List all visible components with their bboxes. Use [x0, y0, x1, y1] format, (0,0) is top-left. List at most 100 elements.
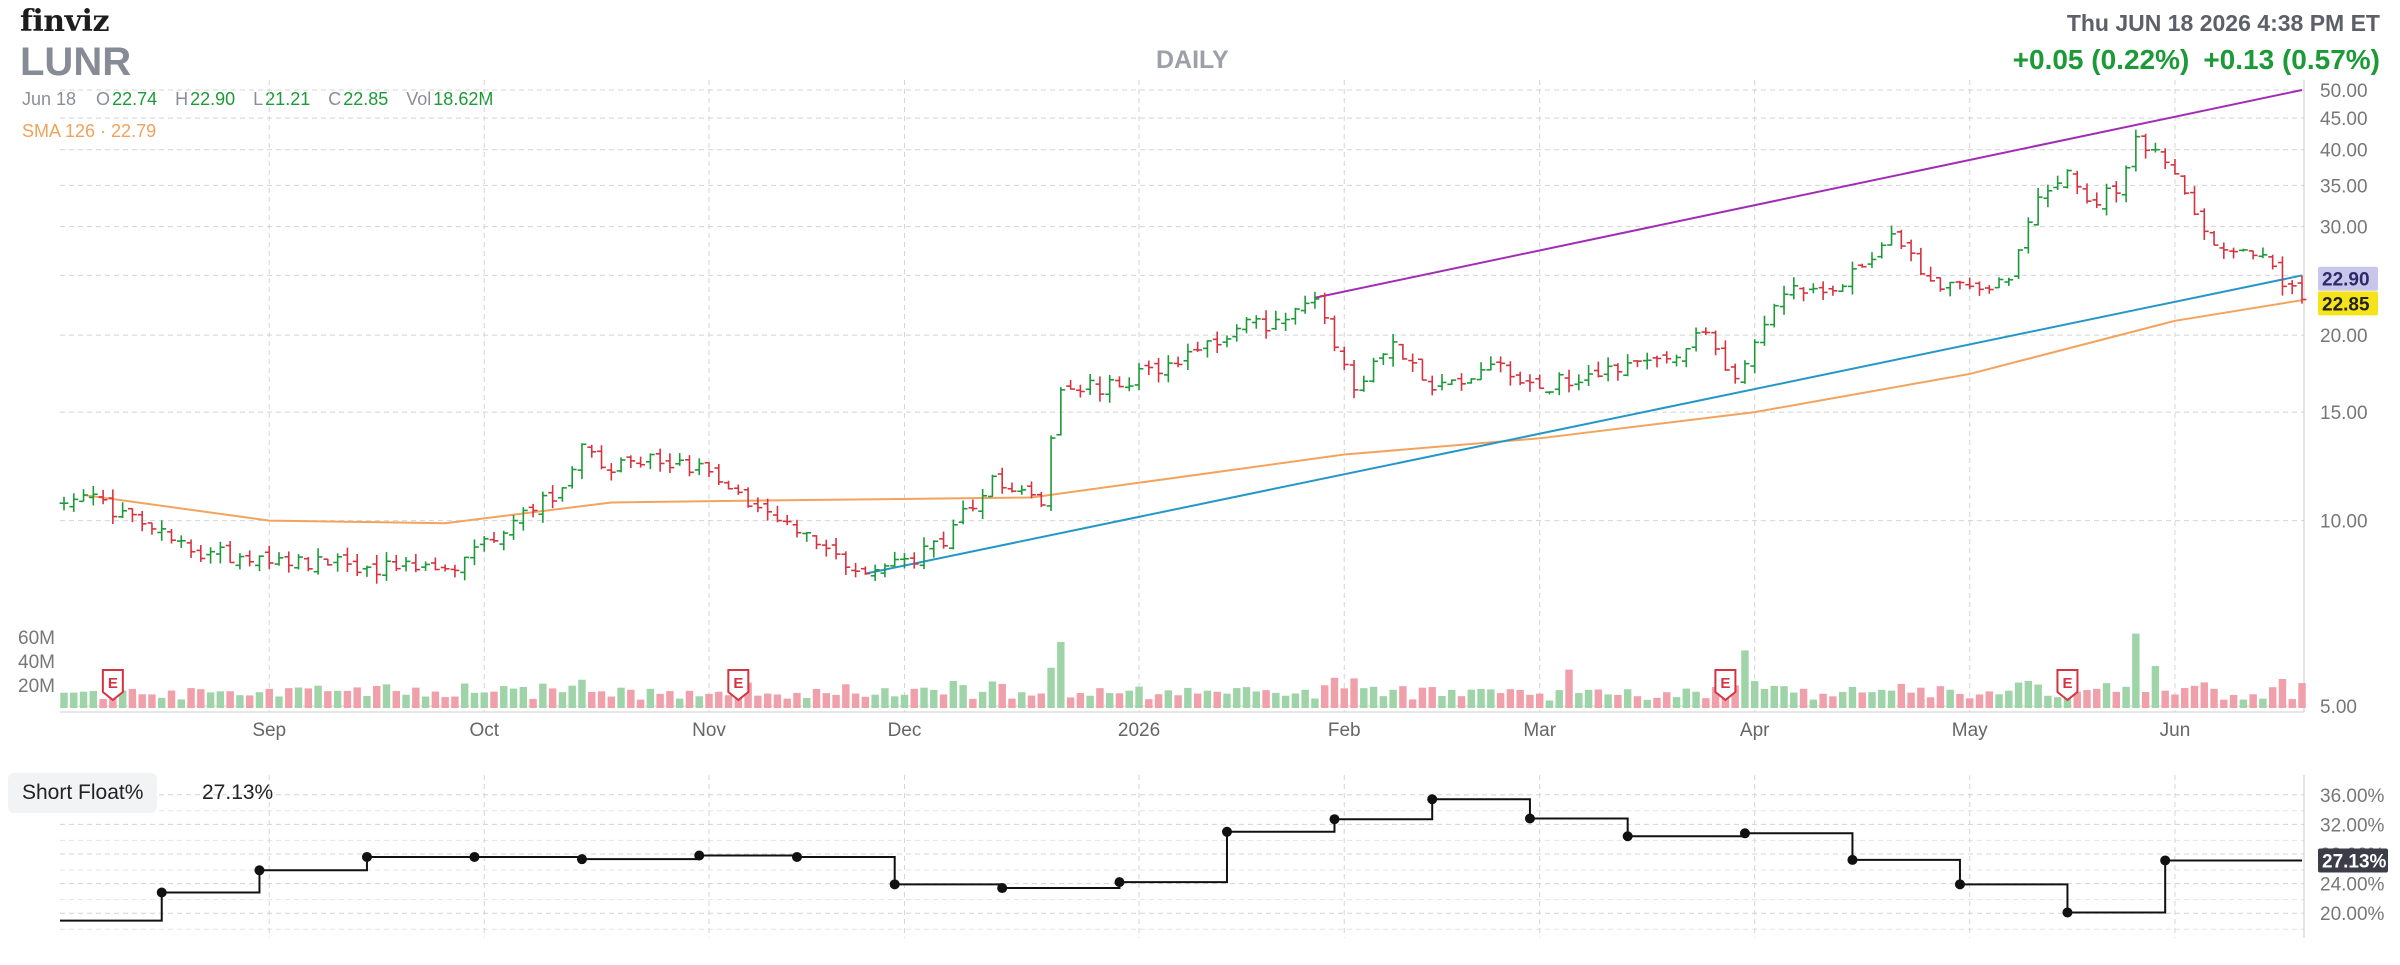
earnings-marker-label: E: [2062, 675, 2072, 692]
volume-bar: [1379, 696, 1388, 708]
ohlc-bar: [860, 566, 870, 575]
ohlc-bar: [1418, 358, 1427, 381]
ohlc-bar: [1720, 340, 1730, 371]
volume-bar: [304, 688, 313, 708]
ohlc-bar: [225, 541, 235, 564]
ohlc-bar: [1095, 376, 1105, 402]
ohlc-bar: [1994, 277, 2004, 289]
ohlc-bar: [1212, 331, 1222, 353]
volume-bar: [1829, 696, 1837, 708]
earnings-marker: E: [101, 669, 124, 702]
ohlc-bar: [470, 539, 479, 566]
volume-bar: [1790, 692, 1798, 708]
ohlc-bar: [939, 531, 948, 549]
volume-bar: [666, 691, 674, 708]
short-float-point: [889, 879, 900, 890]
volume-bar: [2268, 687, 2277, 708]
earnings-marker-label: E: [733, 675, 743, 692]
ohlc-bar: [1975, 281, 1984, 296]
volume-bar: [1242, 687, 1251, 708]
volume-tick-label: 40M: [18, 652, 55, 673]
ohlc-bar: [2043, 184, 2053, 208]
volume-bar: [1164, 690, 1173, 708]
ohlc-bar: [1281, 312, 1291, 331]
ohlc-bar: [821, 539, 831, 557]
ohlc-bar: [841, 551, 851, 576]
volume-bar: [1799, 688, 1808, 708]
short-float-point: [1524, 813, 1535, 824]
volume-bar: [79, 691, 88, 708]
volume-bar: [1506, 689, 1515, 708]
ohlc-bar: [733, 484, 743, 495]
volume-bar: [949, 681, 958, 708]
volume-bar: [1213, 691, 1221, 708]
volume-bar: [441, 697, 449, 708]
volume-bar: [1399, 686, 1407, 708]
volume-bar: [1878, 689, 1886, 708]
date-tick-label: Oct: [469, 720, 499, 740]
volume-bar: [2200, 682, 2208, 708]
ohlc-bar: [802, 531, 812, 542]
earnings-marker-label: E: [1720, 675, 1730, 692]
volume-bar: [1995, 694, 2003, 708]
ohlc-bar: [186, 539, 196, 558]
volume-bar: [167, 690, 176, 708]
ohlc-bar: [577, 443, 587, 480]
ohlc-bar: [1652, 355, 1662, 368]
volume-bar: [236, 695, 244, 708]
volume-bar: [177, 699, 185, 708]
ohlc-bar: [1496, 356, 1506, 373]
volume-bar: [99, 699, 107, 708]
price-change: +0.05 (0.22%) +0.13 (0.57%): [2013, 44, 2380, 76]
ohlc-bar: [2092, 192, 2102, 209]
volume-bar: [1340, 688, 1348, 708]
volume-bar: [842, 684, 850, 708]
ohlc-bar: [929, 540, 939, 558]
volume-bar: [2044, 695, 2052, 708]
volume-bar: [245, 695, 254, 708]
price-chart[interactable]: 60M 40M 20M E E E E 50.00 45.00 40.00 35.00 30.00…: [0, 0, 2400, 740]
volume-bar: [1223, 693, 1231, 708]
ohlc-bar: [1378, 353, 1388, 365]
volume-bar: [1545, 700, 1554, 708]
volume-bar: [1946, 689, 1954, 708]
volume-bar: [148, 694, 156, 708]
ohlc-bar: [890, 551, 900, 568]
volume-bar: [617, 687, 625, 708]
ohlc-bar: [743, 487, 753, 508]
finviz-logo[interactable]: finviz: [20, 4, 109, 39]
ohlc-bar: [1124, 377, 1134, 392]
volume-bar: [773, 694, 782, 708]
volume-bar: [2181, 688, 2189, 708]
earnings-marker-shape: [1714, 669, 1737, 702]
earnings-marker-label: E: [108, 675, 118, 692]
ohlc-bar: [1310, 291, 1320, 309]
ohlc-bar: [968, 499, 978, 512]
ohlc-bar: [1603, 357, 1613, 382]
quote-datetime: Thu JUN 18 2026 4:38 PM ET: [2066, 10, 2380, 36]
ohlc-bar: [694, 458, 704, 476]
volume-bar: [1535, 693, 1544, 708]
ohlc-bar: [372, 554, 382, 584]
ohlc-bar: [128, 507, 137, 523]
date-axis: Sep Oct Nov Dec 2026 Feb Mar Apr May Jun: [252, 720, 2190, 740]
volume-bar: [2171, 694, 2179, 708]
volume-bar: [421, 696, 430, 708]
volume-bar: [812, 688, 821, 708]
date-tick-label: Feb: [1328, 720, 1361, 740]
high-price-badge: 22.90: [2318, 266, 2378, 291]
ohlc-bar: [685, 455, 694, 477]
ohlc-bar: [2258, 247, 2268, 259]
ohlc-bar: [1525, 374, 1535, 392]
volume-bar: [1897, 683, 1906, 708]
volume-bar: [1272, 692, 1280, 708]
high-price-badge-bg: [2318, 266, 2378, 291]
ohlc-bar: [714, 463, 724, 486]
ohlc-bar: [1232, 324, 1242, 342]
short-float-label[interactable]: Short Float%: [8, 773, 158, 813]
open-value: 22.74: [112, 89, 158, 109]
volume-bar: [1096, 688, 1104, 708]
ohlc-bar: [147, 522, 157, 535]
volume-bar: [705, 693, 713, 708]
earnings-marker-shape: [727, 669, 750, 702]
